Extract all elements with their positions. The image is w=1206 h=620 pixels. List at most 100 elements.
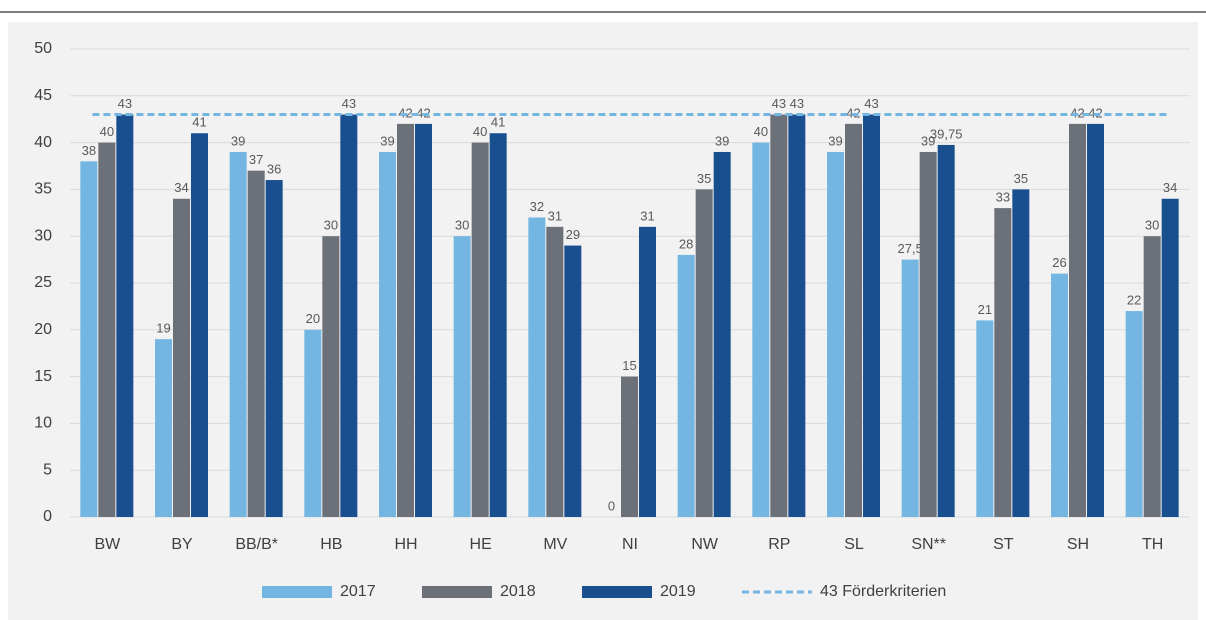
value-label: 26 [1052, 255, 1066, 270]
bar [528, 217, 546, 518]
value-label: 43 [342, 96, 356, 111]
legend-label: 43 Förderkriterien [820, 583, 946, 600]
y-tick-label: 0 [43, 508, 52, 525]
x-tick-label: HB [320, 536, 342, 553]
value-label: 22 [1127, 293, 1141, 308]
x-tick-label: SH [1067, 536, 1089, 553]
bar [546, 226, 564, 517]
bar [937, 144, 955, 517]
bar [155, 339, 172, 517]
y-tick-label: 20 [34, 321, 52, 338]
y-tick-label: 10 [34, 415, 52, 432]
value-label: 34 [174, 180, 188, 195]
bar [80, 161, 98, 517]
bar [564, 245, 582, 517]
bar [1125, 311, 1143, 517]
bar [901, 259, 919, 517]
value-label: 30 [324, 218, 338, 233]
bar [265, 180, 283, 518]
value-label: 43 [772, 96, 786, 111]
bar [863, 114, 880, 518]
value-label: 39 [380, 133, 394, 148]
x-tick-label: SL [844, 536, 864, 553]
value-label: 30 [455, 218, 469, 233]
x-tick-label: BW [94, 536, 121, 553]
value-label: 39 [828, 133, 842, 148]
x-tick-label: MV [543, 536, 567, 553]
value-label: 36 [267, 161, 281, 176]
x-tick-label: BY [171, 536, 193, 553]
x-tick-label: RP [768, 536, 790, 553]
bar [1069, 123, 1086, 517]
bar [770, 114, 788, 518]
x-tick-label: ST [993, 536, 1014, 553]
value-label: 42 [416, 105, 430, 120]
legend-label: 2019 [660, 583, 696, 600]
bar [397, 123, 414, 517]
value-label: 35 [1014, 171, 1028, 186]
y-tick-label: 5 [43, 461, 52, 478]
bar [304, 329, 322, 517]
value-label: 37 [249, 152, 263, 167]
bar [639, 226, 656, 517]
bar [976, 320, 994, 517]
bar [919, 151, 937, 517]
value-label: 40 [473, 124, 487, 139]
bar [247, 170, 265, 517]
value-label: 42 [398, 105, 412, 120]
bar [994, 208, 1012, 517]
x-tick-label: SN** [911, 536, 946, 553]
bar [1087, 123, 1104, 517]
y-tick-label: 50 [34, 40, 52, 57]
bar [827, 151, 844, 517]
bar [229, 151, 247, 517]
x-tick-label: TH [1142, 536, 1163, 553]
value-label: 41 [192, 115, 206, 130]
value-label: 42 [1088, 105, 1102, 120]
y-tick-label: 25 [34, 274, 52, 291]
bar [322, 236, 340, 517]
value-label: 19 [156, 321, 170, 336]
value-label: 43 [118, 96, 132, 111]
value-label: 27,5 [898, 241, 923, 256]
value-label: 28 [679, 236, 693, 251]
legend-swatch [422, 586, 492, 598]
y-tick-label: 15 [34, 368, 52, 385]
y-tick-label: 30 [34, 227, 52, 244]
value-label: 39 [715, 133, 729, 148]
bar [677, 254, 695, 518]
value-label: 29 [566, 227, 580, 242]
value-label: 15 [622, 358, 636, 373]
value-label: 21 [978, 302, 992, 317]
legend-swatch [262, 586, 332, 598]
bar [752, 142, 770, 517]
legend-label: 2017 [340, 583, 376, 600]
bar [788, 114, 806, 518]
x-tick-label: BB/B* [235, 536, 278, 553]
bar [1161, 198, 1179, 517]
value-label: 40 [754, 124, 768, 139]
legend-swatch [582, 586, 652, 598]
bar [415, 123, 432, 517]
bar [453, 236, 471, 517]
value-label: 31 [548, 208, 562, 223]
x-tick-label: HE [470, 536, 492, 553]
value-label: 39 [921, 133, 935, 148]
value-label: 39,75 [930, 126, 963, 141]
value-label: 30 [1145, 218, 1159, 233]
value-label: 34 [1163, 180, 1177, 195]
value-label: 0 [608, 498, 615, 513]
value-label: 33 [996, 190, 1010, 205]
bar [489, 133, 507, 518]
x-tick-label: NW [691, 536, 719, 553]
bar [1051, 273, 1068, 517]
bar [695, 189, 713, 517]
value-label: 32 [530, 199, 544, 214]
bar [713, 151, 731, 517]
y-tick-label: 40 [34, 134, 52, 151]
legend-label: 2018 [500, 583, 536, 600]
y-tick-label: 45 [34, 87, 52, 104]
value-label: 38 [82, 143, 96, 158]
x-tick-label: NI [622, 536, 638, 553]
